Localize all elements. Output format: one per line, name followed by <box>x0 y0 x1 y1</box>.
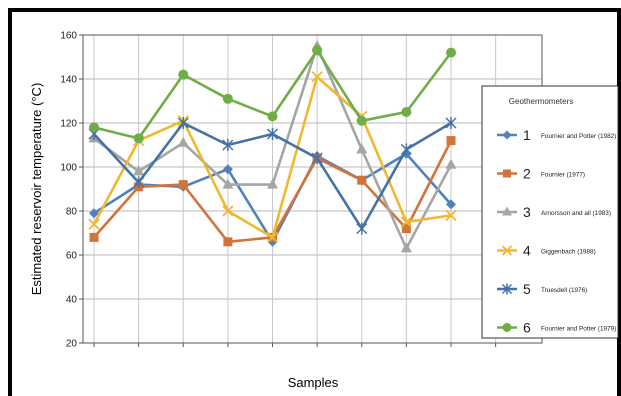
series-2-point <box>89 232 99 242</box>
series-4-point <box>266 231 279 244</box>
y-tick-label: 80 <box>66 207 78 218</box>
legend-item-2: 2 Fournier (1977) <box>497 166 585 182</box>
series-1-point <box>222 164 233 175</box>
frame-left-border <box>8 8 12 396</box>
legend-swatch-marker <box>501 283 513 295</box>
legend-item-number: 1 <box>523 127 531 143</box>
series-4-point <box>311 71 323 83</box>
legend-item-label: Arnorsson and all (1983) <box>541 210 611 217</box>
legend-item-6: 6 Fournier and Potter (1979) <box>497 320 616 336</box>
series-5-point <box>222 139 234 151</box>
legend-swatch-marker <box>502 206 512 216</box>
legend-item-1: 1 Fournier and Potter (1982) <box>497 127 616 143</box>
y-tick-label: 160 <box>60 31 77 42</box>
series-4-point <box>400 216 413 228</box>
series-5-point <box>356 222 368 235</box>
legend-item-number: 5 <box>523 281 531 297</box>
legend-item-number: 4 <box>523 243 531 259</box>
series-6-point <box>178 69 189 80</box>
legend-item-label: Truesdell (1976) <box>541 287 587 294</box>
frame-top-border <box>8 8 619 12</box>
legend-swatch-marker <box>502 130 512 140</box>
legend-items: 1 Fournier and Potter (1982) 2 Fournier (19… <box>497 127 616 336</box>
legend-item-number: 2 <box>523 166 531 182</box>
series-3-point <box>267 178 278 189</box>
series-3-point <box>133 165 145 176</box>
series-3-point <box>177 136 189 147</box>
series-3-point <box>400 242 412 253</box>
series-6-point <box>446 47 456 58</box>
series-6 <box>89 45 456 144</box>
legend-item-label: Giggenbach (1988) <box>541 249 596 256</box>
legend-item-label: Fournier and Potter (1979) <box>541 326 616 333</box>
legend-item-number: 6 <box>523 320 531 336</box>
series-1-point <box>89 208 99 219</box>
legend-item-3: 3 Arnorsson and all (1983) <box>497 204 611 220</box>
y-tick-label: 100 <box>60 163 77 174</box>
series-5-point <box>266 128 279 140</box>
legend-swatch-marker <box>501 245 513 256</box>
legend: Geothermometers 1 Fournier and Potter (19… <box>481 85 619 339</box>
legend-swatch-marker <box>502 323 512 332</box>
legend-item-4: 4 Giggenbach (1988) <box>497 243 596 259</box>
y-tick-label: 20 <box>66 339 78 350</box>
series-6-point <box>401 107 412 117</box>
y-axis-ticks: 20 40 60 80 100 120 140 160 <box>60 31 83 350</box>
series-5-point <box>133 176 145 189</box>
legend-title: Geothermometers <box>509 97 573 106</box>
series-6-point <box>133 133 144 144</box>
series-3-point <box>445 158 457 169</box>
legend-swatch-marker <box>503 169 511 178</box>
series-5-point <box>400 143 412 156</box>
legend-item-number: 3 <box>523 204 531 220</box>
series-5 <box>88 117 457 235</box>
series-2-point <box>401 224 411 234</box>
series-5-point <box>445 117 457 129</box>
x-axis-label: Samples <box>288 375 339 390</box>
series-6-point <box>312 45 323 56</box>
legend-item-5: 5 Truesdell (1976) <box>497 281 587 297</box>
series-lines <box>88 40 457 253</box>
series-4-point <box>222 205 234 217</box>
series-2-point <box>357 175 367 185</box>
series-5-point <box>311 152 323 165</box>
series-3-point <box>222 178 234 189</box>
y-axis-label: Estimated reservoir temperature (°C) <box>29 83 44 296</box>
series-6-point <box>89 122 99 133</box>
series-6-point <box>222 93 233 104</box>
series-2-point <box>223 237 233 247</box>
series-6-point <box>267 111 278 122</box>
series-2-point <box>178 180 188 190</box>
series-5-point <box>177 117 189 129</box>
series-4-point <box>445 209 457 222</box>
x-axis-ticks <box>93 343 497 347</box>
series-1-point <box>446 199 456 210</box>
series-3-point <box>356 143 368 154</box>
y-tick-label: 140 <box>60 75 77 86</box>
y-tick-label: 120 <box>60 119 77 130</box>
series-2-point <box>446 136 456 146</box>
legend-item-label: Fournier (1977) <box>541 172 585 179</box>
y-tick-label: 60 <box>66 251 78 262</box>
y-tick-label: 40 <box>66 295 78 306</box>
series-6-point <box>356 115 367 126</box>
legend-item-label: Fournier and Potter (1982) <box>541 133 616 140</box>
series-4-point <box>88 218 100 230</box>
frame-right-border <box>617 8 621 396</box>
